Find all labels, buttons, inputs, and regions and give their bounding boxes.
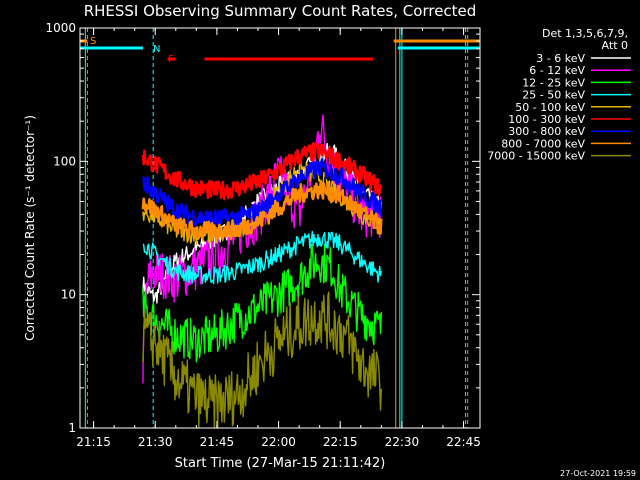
x-tick-label-0: 21:15 xyxy=(76,435,111,449)
y-tick-label-3: 1000 xyxy=(45,21,76,35)
legend-entry-6: 300 - 800 keV xyxy=(508,125,585,138)
legend-entry-4: 50 - 100 keV xyxy=(515,101,585,114)
legend-header-detectors: Det 1,3,5,6,7,9, xyxy=(542,27,628,40)
series-line-8 xyxy=(142,291,382,429)
series-line-7 xyxy=(141,181,383,241)
series-line-6 xyxy=(141,158,383,229)
flag-label-s: S xyxy=(90,36,96,47)
series-line-2 xyxy=(142,243,382,363)
x-tick-label-5: 22:30 xyxy=(385,435,420,449)
legend-entry-5: 100 - 300 keV xyxy=(508,113,585,126)
legend-entry-8: 7000 - 15000 keV xyxy=(487,150,585,163)
y-tick-label-2: 100 xyxy=(53,154,76,168)
y-tick-label-1: 10 xyxy=(61,288,76,302)
plot-frame xyxy=(79,27,481,429)
chart-title: RHESSI Observing Summary Count Rates, Co… xyxy=(84,2,477,20)
legend-entry-0: 3 - 6 keV xyxy=(536,52,585,65)
legend-entry-1: 6 - 12 keV xyxy=(529,64,585,77)
series-line-3 xyxy=(142,230,382,285)
x-tick-label-3: 22:00 xyxy=(261,435,296,449)
y-axis-label: Corrected Count Rate (s⁻¹ detector⁻¹) xyxy=(23,115,37,341)
flag-label-n: N xyxy=(153,44,160,55)
y-tick-label-0: 1 xyxy=(68,421,76,435)
x-tick-label-1: 21:30 xyxy=(138,435,173,449)
legend-entry-2: 12 - 25 keV xyxy=(522,76,585,89)
footer-timestamp: 27-Oct-2021 19:59 xyxy=(560,469,636,478)
series-line-5 xyxy=(141,141,383,201)
x-axis-label: Start Time (27-Mar-15 21:11:42) xyxy=(175,456,386,471)
x-tick-label-4: 22:15 xyxy=(323,435,358,449)
x-tick-label-2: 21:45 xyxy=(200,435,235,449)
x-tick-label-6: 22:45 xyxy=(446,435,481,449)
legend-header-attenuator: Att 0 xyxy=(602,39,628,52)
legend-entry-3: 25 - 50 keV xyxy=(522,89,585,102)
flag-label-f: F xyxy=(168,54,174,65)
legend-entry-7: 800 - 7000 keV xyxy=(501,137,585,150)
